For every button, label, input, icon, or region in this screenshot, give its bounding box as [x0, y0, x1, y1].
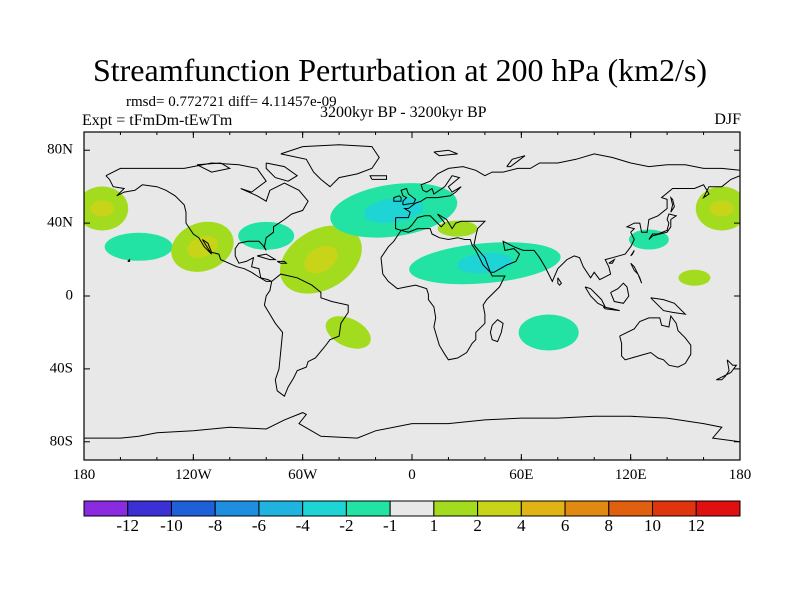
colorbar-swatch [433, 500, 479, 517]
coastline-japan [648, 213, 678, 240]
season-label: DJF [714, 111, 741, 128]
coastline-baffin [265, 162, 299, 182]
coastline-south-america [263, 273, 349, 397]
anomaly-north-pacific-west-core [90, 200, 115, 217]
x-tick-label: 180 [72, 467, 96, 483]
anomaly-hawaii [104, 232, 173, 261]
coastline-svalbard [433, 149, 458, 157]
coastline-antarctica [84, 412, 740, 443]
anomaly-hawaii-outer [104, 232, 173, 261]
anomaly-gulf-of-mexico-outer [238, 221, 295, 250]
coastline-australia [619, 314, 692, 368]
coastline-iceland [369, 175, 387, 180]
anomaly-mediterranean-outer [437, 220, 478, 237]
anomaly-southern-indian-ocean [518, 314, 579, 351]
x-tick-label: 0 [408, 467, 416, 483]
coastlines [84, 144, 740, 443]
colorbar-label: 6 [560, 516, 570, 535]
colorbar-swatch [83, 500, 129, 517]
coastline-novaya-zemlya [506, 155, 526, 168]
period-label: 3200kyr BP - 3200kyr BP [320, 104, 487, 121]
colorbar-label: -4 [295, 516, 310, 535]
anomaly-gulf-of-mexico [238, 221, 295, 250]
colorbar-swatch [302, 500, 347, 517]
coastline-ireland [393, 195, 402, 202]
y-tick-label: 0 [65, 287, 74, 304]
coastline-britain [400, 187, 417, 206]
x-tick-label: 60E [509, 467, 534, 483]
coastline-africa [380, 228, 506, 361]
colorbar [83, 500, 741, 517]
colorbar-label: 4 [517, 516, 526, 535]
rmsd-label: rmsd= 0.772721 diff= 4.11457e-09 [126, 94, 337, 110]
coastline-sri-lanka [557, 277, 563, 286]
anomaly-north-pacific-east [695, 186, 740, 231]
colorbar-label: 2 [473, 516, 482, 535]
anomaly-atlantic-tropics-core [304, 245, 338, 274]
x-tick-label: 180 [728, 467, 752, 483]
colorbar-label: -6 [251, 516, 267, 535]
colorbar-label: -8 [208, 516, 223, 535]
colorbar-label: 1 [429, 516, 439, 535]
x-tick-label: 120W [174, 467, 212, 483]
colorbar-label: 10 [644, 516, 662, 535]
colorbar-swatch [170, 500, 216, 517]
y-tick-label: 40N [47, 214, 73, 231]
coastline-borneo [610, 282, 630, 304]
coastline-java [602, 306, 620, 312]
coastline-hawaii-islands [127, 258, 131, 262]
plot-title: Streamfunction Perturbation at 200 hPa (… [92, 52, 708, 88]
x-tick-label: 120E [614, 467, 647, 483]
anomaly-southern-indian-ocean-outer [518, 314, 579, 351]
coastline-new-guinea [650, 297, 687, 315]
colorbar-swatch [608, 500, 654, 517]
colorbar-swatch [520, 500, 566, 517]
colorbar-swatch [345, 500, 391, 517]
coastline-philippines [630, 262, 643, 284]
anomaly-south-atlantic-outer [325, 316, 371, 349]
anomaly-west-pacific [678, 269, 711, 286]
anomaly-west-pacific-outer [678, 269, 711, 286]
anomaly-north-pacific-east-core [709, 200, 734, 217]
y-tick-label: 80N [47, 141, 73, 158]
map-background [84, 132, 740, 460]
colorbar-label: -2 [339, 516, 354, 535]
colorbar-label: -12 [116, 516, 140, 535]
colorbar-label: -1 [383, 516, 398, 535]
colorbar-swatch [389, 500, 435, 517]
experiment-label: Expt = tFmDm-tEwTm [82, 112, 233, 129]
colorbar-swatch [477, 500, 522, 517]
coastline-victoria-island [196, 162, 232, 173]
colorbar-label: 8 [604, 516, 614, 535]
coastline-north-america [105, 162, 309, 282]
colorbar-swatch [695, 500, 741, 517]
coastline-sakhalin [669, 195, 675, 213]
y-tick-label: 80S [49, 433, 73, 450]
axis-ticks [83, 132, 741, 460]
x-tick-label: 60W [288, 467, 318, 483]
anomaly-mediterranean [437, 220, 478, 237]
colorbar-label: -10 [160, 516, 183, 535]
coastline-hainan [608, 258, 616, 264]
anomaly-atlantic-tropics [279, 225, 362, 294]
coastline-eurasia [395, 153, 740, 283]
anomaly-north-pacific-west [84, 186, 129, 231]
coastline-new-zealand [716, 359, 738, 381]
coastline-cuba [256, 253, 278, 261]
coastline-madagascar [489, 319, 504, 343]
colorbar-swatch [214, 500, 260, 517]
colorbar-swatch [564, 500, 610, 517]
colorbar-swatch [127, 500, 172, 517]
y-tick-label: 40S [49, 360, 73, 377]
colorbar-swatch [258, 500, 304, 517]
anomaly-middle-east [409, 242, 561, 285]
colorbar-label: 12 [687, 516, 705, 535]
colorbar-swatch [652, 500, 697, 517]
coastline-greenland [280, 144, 380, 188]
coastline-hispaniola [276, 260, 288, 264]
anomaly-middle-east-core [456, 252, 513, 274]
coastline-taiwan [630, 250, 635, 257]
anomaly-south-atlantic [325, 316, 371, 349]
